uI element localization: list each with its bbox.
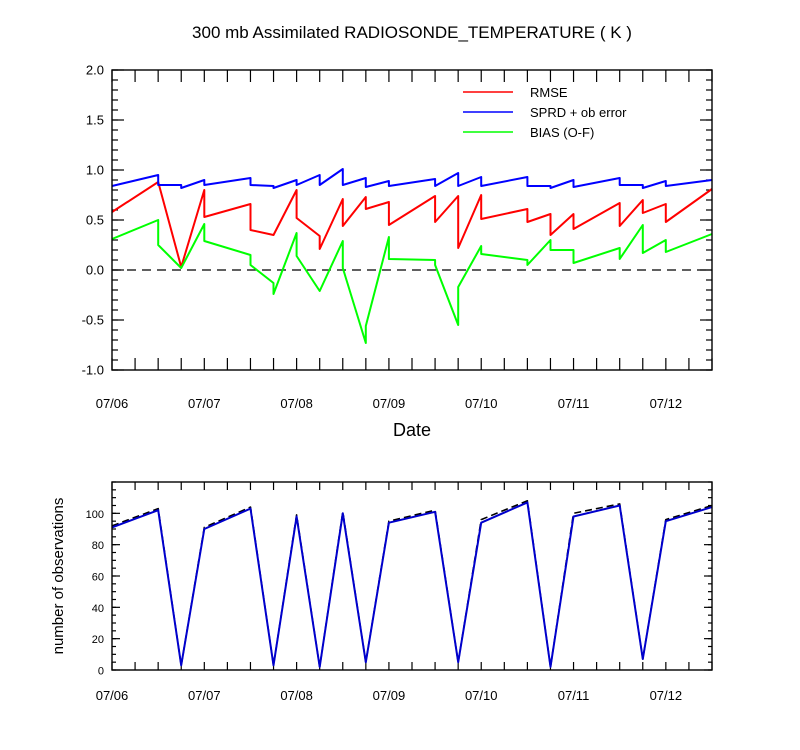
y-tick-label: 0: [98, 666, 104, 678]
legend-label-sprd: SPRD + ob error: [530, 105, 627, 120]
y-tick-label: 100: [86, 509, 104, 521]
bottom-y-tick-labels: 0 20 40 60 80 100: [86, 509, 104, 678]
x-tick-label: 07/10: [465, 688, 498, 703]
x-tick-label: 07/06: [96, 396, 129, 411]
y-tick-label: 60: [92, 572, 104, 584]
y-tick-label: 20: [92, 634, 104, 646]
y-tick-label: -0.5: [82, 313, 104, 328]
x-tick-label: 07/12: [650, 396, 683, 411]
y-tick-label: 2.0: [86, 63, 104, 78]
y-tick-label: 0.0: [86, 263, 104, 278]
bottom-x-tick-labels: 07/06 07/07 07/08 07/09 07/10 07/11 07/12: [96, 688, 682, 703]
x-tick-label: 07/12: [650, 688, 683, 703]
x-tick-label: 07/08: [280, 396, 313, 411]
x-tick-label: 07/10: [465, 396, 498, 411]
top-ticks: [111, 69, 713, 371]
series-line-observations-dashed: [111, 499, 713, 668]
x-axis-label: Date: [393, 420, 431, 440]
top-chart: 300 mb Assimilated RADIOSONDE_TEMPERATUR…: [82, 23, 713, 440]
bottom-ticks: [111, 481, 713, 671]
chart-title: 300 mb Assimilated RADIOSONDE_TEMPERATUR…: [192, 23, 632, 42]
y-tick-label: 0.5: [86, 213, 104, 228]
y-tick-label: 1.0: [86, 163, 104, 178]
top-y-tick-labels: -1.0 -0.5 0.0 0.5 1.0 1.5 2.0: [82, 63, 104, 378]
x-tick-label: 07/07: [188, 396, 221, 411]
y-tick-label: -1.0: [82, 363, 104, 378]
top-x-tick-labels: 07/06 07/07 07/08 07/09 07/10 07/11 07/12: [96, 396, 682, 411]
top-series: [111, 168, 713, 344]
legend-label-bias: BIAS (O-F): [530, 125, 594, 140]
x-tick-label: 07/08: [280, 688, 313, 703]
x-tick-label: 07/09: [373, 688, 406, 703]
x-tick-label: 07/09: [373, 396, 406, 411]
x-tick-label: 07/06: [96, 688, 129, 703]
x-tick-label: 07/11: [558, 688, 590, 703]
top-plot-frame: [111, 69, 713, 371]
legend: RMSE SPRD + ob error BIAS (O-F): [463, 85, 627, 140]
series-line-rmse: [111, 181, 713, 268]
y-tick-label: 1.5: [86, 113, 104, 128]
x-tick-label: 07/07: [188, 688, 221, 703]
bottom-plot-frame: [111, 481, 713, 671]
bottom-series: [111, 499, 713, 668]
series-line-bias-o-f: [111, 219, 713, 344]
y-axis-label: number of observations: [50, 498, 67, 655]
x-tick-label: 07/11: [558, 396, 590, 411]
series-line-sprd-ob-error: [111, 168, 713, 189]
series-line-observations: [111, 501, 713, 668]
y-tick-label: 40: [92, 603, 104, 615]
legend-label-rmse: RMSE: [530, 85, 568, 100]
y-tick-label: 80: [92, 540, 104, 552]
